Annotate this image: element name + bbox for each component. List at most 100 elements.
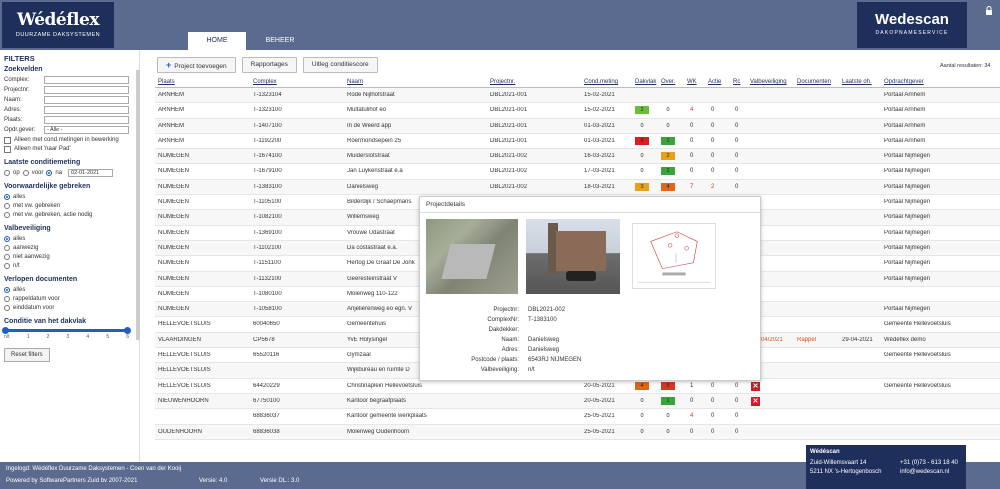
opdrgever-select[interactable]: - Alle - bbox=[44, 126, 129, 134]
naar-pad-checkbox[interactable] bbox=[4, 146, 11, 153]
table-row[interactable]: NIEUWENHOORN 67750100 Kantoor begraafplaat… bbox=[155, 393, 1000, 410]
valb-radio-alles[interactable] bbox=[4, 235, 10, 242]
table-row[interactable]: ARNHEM T-1192200 Roermondsepein 25 DBL2021-… bbox=[155, 134, 1000, 150]
roof-plan-drawing[interactable] bbox=[632, 223, 716, 289]
table-row[interactable]: ARNHEM T-1323100 Multatulihof eo DBL2021-00… bbox=[155, 103, 1000, 119]
verl-label-rappel: rappeldatum voor bbox=[13, 295, 60, 302]
close-icon[interactable]: ✕ bbox=[751, 396, 760, 406]
close-icon[interactable]: ✕ bbox=[751, 381, 760, 391]
col-projectnr[interactable]: Projectnr. bbox=[490, 79, 516, 85]
street-photo[interactable] bbox=[526, 219, 620, 294]
cell-naam: Kantoor gemeente werkplaats bbox=[347, 413, 427, 420]
table-row[interactable]: HELLEVOETSLUIS 64420229 Christinaplein Hel… bbox=[155, 379, 1000, 394]
tab-home[interactable]: HOME bbox=[188, 32, 246, 50]
lock-icon[interactable] bbox=[985, 6, 993, 15]
laatste-date-select[interactable]: 02-01-2021 bbox=[68, 168, 114, 177]
col-laatste-oh[interactable]: Laatste oh. bbox=[842, 79, 872, 85]
cell-projectnr: DBL2021-002 bbox=[490, 168, 528, 175]
col-condmeting[interactable]: Cond.meting bbox=[584, 79, 619, 85]
col-actie[interactable]: Actie bbox=[708, 79, 722, 85]
radio-op[interactable] bbox=[4, 169, 10, 176]
verl-radio-alles[interactable] bbox=[4, 286, 10, 293]
voorw-label-alles: alles bbox=[13, 193, 26, 200]
cell-wk: 0 bbox=[690, 428, 694, 435]
detail-key: Naam: bbox=[501, 337, 519, 343]
valb-label-nt: n/t bbox=[13, 262, 20, 269]
sidebar-scrollbar[interactable] bbox=[136, 70, 140, 340]
cell-naam: Molenweg Oudenhoorn bbox=[347, 428, 410, 435]
cell-actie: 0 bbox=[711, 428, 715, 435]
table-row[interactable]: NIJMEGEN T-1383100 Danielsweg DBL2021-002 18… bbox=[155, 179, 1000, 196]
cell-naam: Kantoor begraafplaats bbox=[347, 397, 407, 404]
adres-input[interactable] bbox=[44, 106, 129, 114]
radio-na[interactable] bbox=[46, 169, 53, 176]
valb-radio-aanwezig[interactable] bbox=[4, 244, 10, 251]
table-row[interactable]: OUDENHOORN 68836038 Molenweg Oudenhoorn 25-… bbox=[155, 424, 1000, 440]
tick-label: 2 bbox=[46, 334, 50, 340]
cell-condmeting: 18-03-2021 bbox=[584, 183, 615, 190]
cell-complex: CP5678 bbox=[253, 336, 275, 343]
contact-phone[interactable]: +31 (0)73 - 613 18 40 bbox=[900, 460, 958, 466]
col-opdrachtgever[interactable]: Opdrachtgever bbox=[884, 79, 924, 85]
condmeting-checkbox[interactable] bbox=[4, 137, 11, 144]
col-naam[interactable]: Naam bbox=[347, 79, 364, 85]
voorw-radio-actie[interactable] bbox=[4, 211, 10, 218]
tab-beheer[interactable]: BEHEER bbox=[265, 37, 295, 44]
zoekvelden-title: Zoekvelden bbox=[4, 66, 43, 73]
conditie-slider[interactable] bbox=[2, 327, 131, 334]
filter-sidebar: FILTERS Zoekvelden Complex: Projectnr: N… bbox=[0, 50, 140, 462]
table-row[interactable]: 68836037 Kantoor gemeente werkplaats 25-05… bbox=[155, 409, 1000, 425]
cell-rc: 0 bbox=[735, 413, 739, 420]
projectnr-input[interactable] bbox=[44, 86, 129, 94]
conditie-dakvlak-title: Conditie van het dakvlak bbox=[4, 318, 87, 325]
valb-radio-niet[interactable] bbox=[4, 253, 10, 260]
cell-plaats: HELLEVOETSLUIS bbox=[158, 367, 211, 374]
wedeflex-logo[interactable]: Wédéflex DUURZAME DAKSYSTEMEN bbox=[2, 2, 114, 48]
verl-radio-eind[interactable] bbox=[4, 304, 10, 311]
detail-value: DBL2021-002 bbox=[528, 307, 566, 313]
voorw-radio-met[interactable] bbox=[4, 202, 10, 209]
project-toevoegen-button[interactable]: + Project toevoegen bbox=[157, 57, 236, 73]
contact-email[interactable]: info@wedescan.nl bbox=[900, 469, 950, 475]
col-dakvlak[interactable]: Dakvlak bbox=[635, 79, 657, 85]
cell-condmeting: 01-03-2021 bbox=[584, 122, 615, 129]
col-wk[interactable]: WK bbox=[687, 79, 697, 85]
cell-plaats: NIJMEGEN bbox=[158, 229, 190, 236]
naam-input[interactable] bbox=[44, 96, 129, 104]
voorwaardelijke-gebreken-title: Voorwaardelijke gebreken bbox=[4, 183, 91, 190]
cell-opdrachtgever: Portaal Nijmegen bbox=[884, 168, 931, 175]
table-row[interactable]: ARNHEM T-1323104 Rode Nijlhofstraat DBL2021… bbox=[155, 88, 1000, 104]
col-complex[interactable]: Complex bbox=[253, 79, 277, 85]
wedescan-logo[interactable]: Wedescan DAKOPNAMESERVICE bbox=[857, 2, 967, 48]
rapportages-button[interactable]: Rapportages bbox=[241, 57, 297, 73]
cell-opdrachtgever: Portaal Nijmegen bbox=[884, 153, 931, 160]
valb-radio-nt[interactable] bbox=[4, 262, 10, 269]
table-row[interactable]: NIJMEGEN T-1679100 Jan Luykenstraat e.a DBL… bbox=[155, 164, 1000, 180]
verlopen-documenten-title: Verlopen documenten bbox=[4, 276, 78, 283]
radio-voor[interactable] bbox=[22, 169, 29, 176]
cell-condmeting: 25-05-2021 bbox=[584, 428, 615, 435]
cell-wk: 1 bbox=[690, 382, 694, 389]
plaats-input[interactable] bbox=[44, 116, 129, 124]
cell-complex: T-1080100 bbox=[253, 290, 282, 297]
cell-opdrachtgever: Wédéflex demo bbox=[884, 336, 926, 343]
col-plaats[interactable]: Plaats bbox=[158, 79, 175, 85]
col-over[interactable]: Over. bbox=[661, 79, 676, 85]
col-documenten[interactable]: Documenten bbox=[797, 79, 832, 85]
table-row[interactable]: ARNHEM T-1407100 In de Weerd app DBL2021-00… bbox=[155, 118, 1000, 134]
cell-naam: Da costastraat e.a. bbox=[347, 244, 398, 251]
aerial-photo[interactable] bbox=[426, 219, 518, 294]
reset-filters-button[interactable]: Reset filters bbox=[4, 348, 50, 362]
slider-knob-min[interactable] bbox=[2, 327, 9, 334]
powered-by-text: Powered by SoftwarePartners Zuid bv 2007… bbox=[6, 478, 138, 484]
slider-knob-max[interactable] bbox=[124, 327, 131, 334]
col-rc[interactable]: Rc bbox=[733, 79, 741, 85]
verl-radio-rappel[interactable] bbox=[4, 295, 10, 302]
col-valbeveiliging[interactable]: Valbeveiliging bbox=[750, 79, 787, 85]
voorw-radio-alles[interactable] bbox=[4, 193, 10, 200]
table-row[interactable]: NIJMEGEN T-1674100 Muiderslotstraat DBL2021… bbox=[155, 149, 1000, 165]
dakvlak-badge: 0 bbox=[640, 413, 644, 420]
cell-opdrachtgever: Portaal Nijmegen bbox=[884, 275, 931, 282]
complex-input[interactable] bbox=[44, 76, 129, 84]
uitleg-conditiescore-button[interactable]: Uitleg conditiescore bbox=[302, 57, 378, 73]
